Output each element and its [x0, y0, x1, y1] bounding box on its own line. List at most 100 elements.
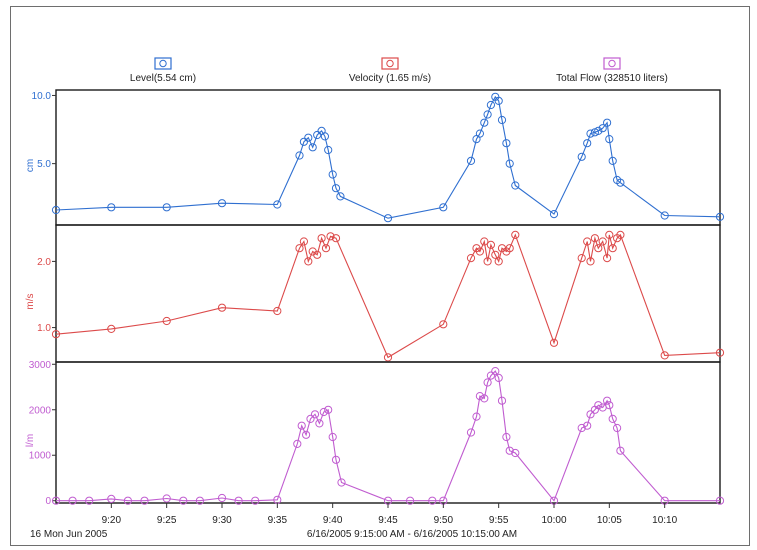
data-point [715, 212, 725, 221]
data-point [577, 152, 586, 161]
data-point [511, 230, 520, 239]
data-point [605, 401, 614, 410]
data-point [317, 234, 326, 243]
data-point [594, 244, 603, 253]
data-point [480, 237, 489, 246]
data-point [603, 396, 612, 405]
data-point [660, 211, 669, 220]
data-point [483, 257, 492, 266]
data-point [594, 126, 603, 135]
legend-marker [386, 59, 394, 68]
data-point [483, 110, 492, 119]
legend-label: Level(5.54 cm) [130, 73, 196, 84]
data-point [494, 96, 503, 106]
data-point [480, 118, 489, 127]
data-point [608, 244, 617, 253]
data-point [439, 320, 448, 329]
data-point [310, 410, 320, 419]
data-point [328, 170, 337, 179]
data-point [85, 496, 94, 505]
data-point [480, 394, 489, 403]
y-axis-label: m/s [25, 293, 36, 309]
date-label: 16 Mon Jun 2005 [30, 529, 108, 540]
y-tick-label: 3000 [29, 360, 52, 371]
data-point [502, 432, 511, 442]
data-point [234, 496, 243, 505]
x-tick-label: 10:05 [597, 515, 622, 526]
data-point [337, 478, 346, 487]
data-point [162, 203, 171, 212]
y-tick-label: 0 [45, 496, 51, 507]
data-point [383, 214, 393, 223]
legend-swatch [603, 57, 621, 70]
data-point [273, 200, 282, 209]
data-point [466, 156, 476, 165]
legend-marker [159, 59, 167, 68]
data-point [428, 496, 437, 505]
data-point [466, 254, 476, 263]
y-tick-label: 5.0 [37, 159, 51, 170]
data-point [302, 430, 311, 439]
data-point [616, 178, 625, 187]
x-tick-label: 9:50 [434, 515, 454, 526]
data-point [608, 156, 617, 165]
data-point [613, 423, 622, 433]
data-point [475, 129, 484, 138]
data-point [195, 496, 204, 505]
data-point [304, 257, 313, 266]
data-point [319, 407, 328, 417]
data-point [511, 181, 520, 190]
data-point [51, 496, 61, 505]
data-point [251, 496, 260, 505]
data-point [324, 145, 333, 155]
data-point [494, 373, 503, 382]
x-tick-label: 10:00 [541, 515, 566, 526]
panel-border [55, 89, 721, 226]
data-point [107, 324, 116, 333]
legend-swatch [381, 57, 399, 70]
data-point [179, 496, 188, 505]
data-point [328, 432, 337, 442]
data-point [107, 203, 116, 212]
y-tick-label: 10.0 [32, 91, 52, 102]
y-tick-label: 1000 [29, 451, 52, 462]
data-point [439, 203, 448, 212]
data-point [549, 210, 559, 219]
data-point [140, 496, 149, 505]
data-point [406, 496, 415, 505]
data-point [605, 135, 614, 144]
y-axis-label: l/m [25, 434, 36, 447]
series-line [55, 95, 721, 219]
data-point [491, 367, 500, 376]
y-tick-label: 2.0 [37, 257, 51, 268]
data-point [293, 439, 302, 448]
data-point [472, 412, 481, 421]
data-point [594, 401, 603, 410]
data-point [299, 137, 308, 146]
data-point [505, 446, 514, 455]
data-point [577, 423, 586, 433]
data-point [315, 419, 324, 428]
data-point [217, 303, 227, 312]
time-range-label: 6/16/2005 9:15:00 AM - 6/16/2005 10:15:0… [307, 529, 517, 540]
data-point [475, 247, 484, 256]
data-point [107, 494, 116, 503]
series-line [55, 233, 721, 359]
data-point [616, 230, 625, 239]
data-point [308, 143, 317, 152]
data-point [511, 448, 520, 458]
data-point [51, 330, 61, 339]
x-tick-label: 9:30 [212, 515, 232, 526]
data-point [313, 130, 322, 140]
data-point [295, 151, 304, 160]
x-tick-label: 10:10 [652, 515, 677, 526]
data-point [660, 351, 669, 360]
data-point [608, 414, 617, 423]
data-point [297, 421, 306, 430]
data-point [603, 254, 612, 263]
data-point [51, 205, 61, 215]
data-point [603, 118, 612, 127]
data-point [486, 371, 495, 380]
legend-marker [608, 59, 616, 68]
